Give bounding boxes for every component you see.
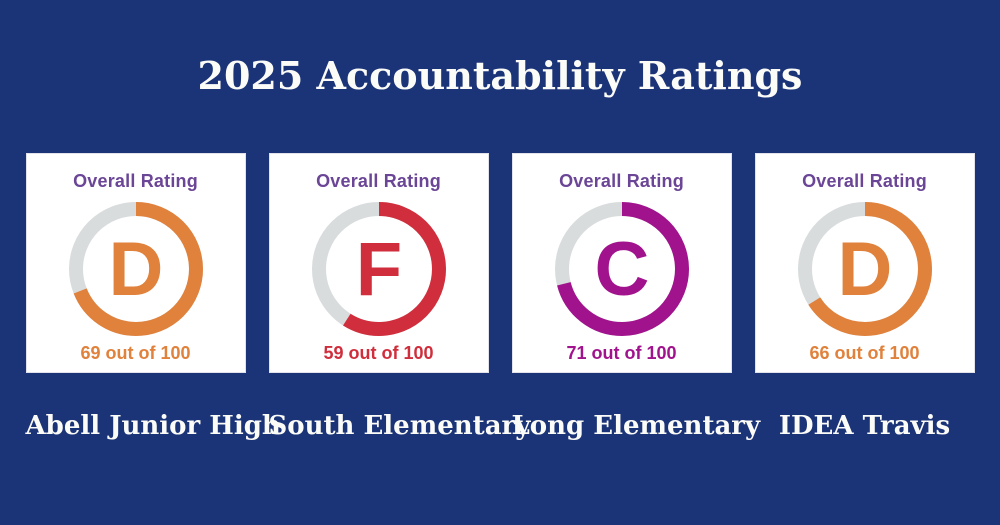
rating-card-south: Overall Rating F 59 out of 100 bbox=[268, 153, 489, 373]
overall-rating-label: Overall Rating bbox=[559, 171, 684, 191]
overall-rating-label: Overall Rating bbox=[73, 171, 198, 191]
overall-rating-label: Overall Rating bbox=[316, 171, 441, 191]
donut-gauge-svg: D bbox=[68, 202, 203, 336]
score-text: 71 out of 100 bbox=[566, 343, 677, 363]
grade-letter: F bbox=[355, 227, 401, 312]
gauge-progress-arc bbox=[68, 202, 203, 336]
gauge-progress-arc bbox=[797, 202, 932, 336]
grade-letter: D bbox=[108, 227, 163, 312]
grade-letter: D bbox=[837, 227, 892, 312]
grade-letter: C bbox=[594, 227, 649, 312]
score-text: 66 out of 100 bbox=[809, 343, 920, 363]
school-names-row: Abell Junior High South Elementary Long … bbox=[0, 411, 1000, 441]
grade-gauge: D bbox=[797, 202, 932, 336]
rating-card-idea-travis: Overall Rating D 66 out of 100 bbox=[754, 153, 975, 373]
grade-gauge: F bbox=[311, 202, 446, 336]
school-name-abell: Abell Junior High bbox=[25, 411, 281, 441]
score-text: 69 out of 100 bbox=[80, 343, 191, 363]
score-text: 59 out of 100 bbox=[323, 343, 434, 363]
gauge-progress-arc bbox=[554, 202, 689, 336]
school-name-long: Long Elementary bbox=[511, 411, 761, 441]
rating-card-abell: Overall Rating D 69 out of 100 bbox=[25, 153, 246, 373]
school-name-south: South Elementary bbox=[268, 411, 531, 441]
grade-gauge: D bbox=[68, 202, 203, 336]
grade-gauge: C bbox=[554, 202, 689, 336]
rating-cards-row: Overall Rating D 69 out of 100 Overall R… bbox=[0, 153, 1000, 373]
gauge-progress-arc bbox=[311, 202, 446, 336]
school-name-idea-travis: IDEA Travis bbox=[778, 411, 951, 441]
donut-gauge-svg: F bbox=[311, 202, 446, 336]
overall-rating-label: Overall Rating bbox=[802, 171, 927, 191]
rating-card-long: Overall Rating C 71 out of 100 bbox=[511, 153, 732, 373]
donut-gauge-svg: D bbox=[797, 202, 932, 336]
donut-gauge-svg: C bbox=[554, 202, 689, 336]
page-title: 2025 Accountability Ratings bbox=[197, 53, 803, 98]
